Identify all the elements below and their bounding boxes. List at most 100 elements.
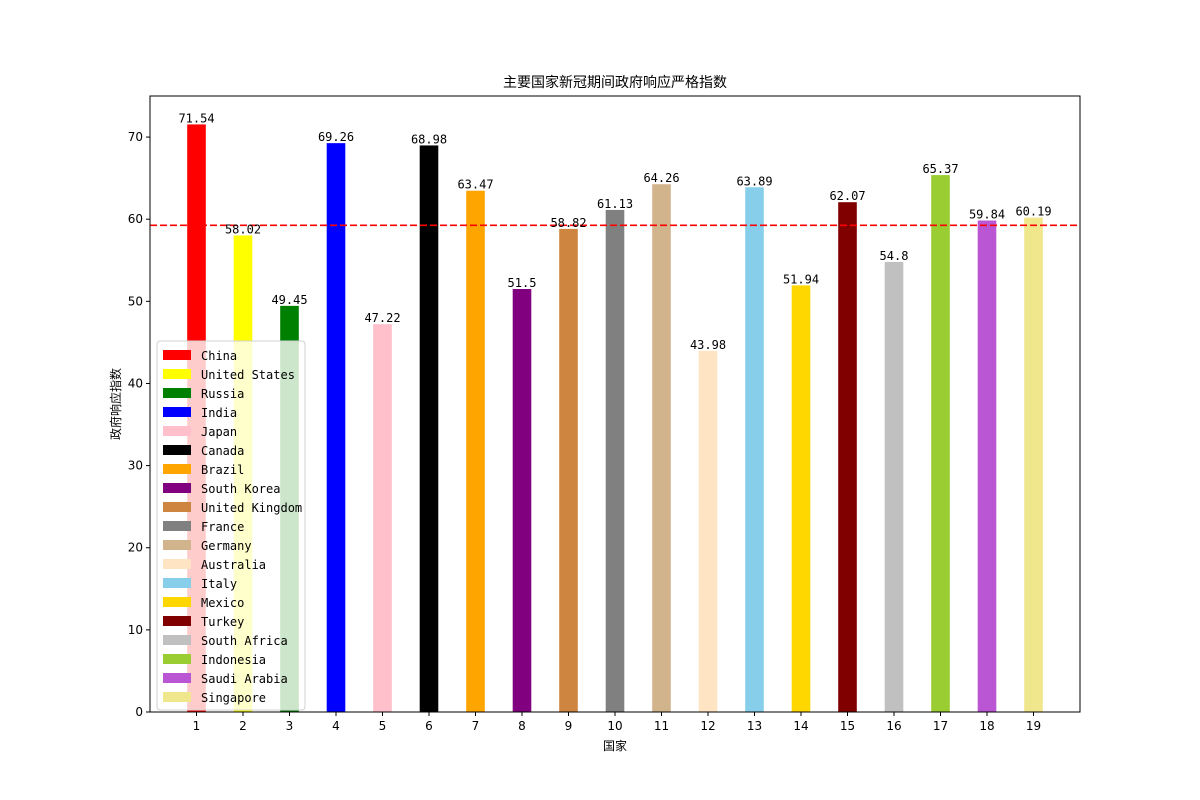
legend-swatch [163, 578, 191, 588]
legend-entry-label: China [201, 349, 237, 363]
legend-entry-label: United Kingdom [201, 501, 302, 515]
value-label-brazil: 63.47 [457, 178, 493, 192]
x-tick-label: 10 [607, 719, 622, 733]
legend-swatch [163, 502, 191, 512]
legend-entry-label: Japan [201, 425, 237, 439]
bar-japan [373, 324, 392, 712]
x-tick-label: 1 [193, 719, 201, 733]
value-label-france: 61.13 [597, 197, 633, 211]
legend-swatch [163, 521, 191, 531]
value-label-indonesia: 65.37 [922, 162, 958, 176]
value-label-south-africa: 54.8 [880, 249, 909, 263]
value-label-china: 71.54 [178, 111, 214, 125]
value-label-australia: 43.98 [690, 338, 726, 352]
legend-entry-label: Turkey [201, 615, 244, 629]
bar-brazil [466, 190, 485, 713]
y-tick-label: 40 [128, 376, 143, 390]
legend-entry-label: India [201, 406, 237, 420]
legend-swatch [163, 654, 191, 664]
y-axis-label: 政府响应指数 [108, 368, 123, 440]
value-label-singapore: 60.19 [1015, 205, 1051, 219]
legend-swatch [163, 426, 191, 436]
y-tick-label: 30 [128, 459, 143, 473]
x-tick-label: 4 [332, 719, 340, 733]
legend-swatch [163, 540, 191, 550]
legend-entry-label: Germany [201, 539, 252, 553]
value-label-turkey: 62.07 [829, 189, 865, 203]
x-tick-label: 12 [700, 719, 715, 733]
value-label-canada: 68.98 [411, 132, 447, 146]
legend-swatch [163, 635, 191, 645]
legend-entry-label: Canada [201, 444, 244, 458]
bar-australia [698, 350, 718, 712]
x-tick-label: 19 [1026, 719, 1041, 733]
x-tick-label: 7 [472, 719, 480, 733]
legend-entry-label: Indonesia [201, 653, 266, 667]
x-tick-label: 3 [286, 719, 294, 733]
y-tick-label: 20 [128, 541, 143, 555]
bar-turkey [838, 202, 857, 712]
x-tick-label: 18 [979, 719, 994, 733]
legend-entry-label: Saudi Arabia [201, 672, 288, 686]
bar-italy [745, 187, 764, 713]
bar-indonesia [931, 175, 950, 712]
bar-india [326, 143, 346, 712]
x-tick-label: 9 [565, 719, 573, 733]
x-tick-label: 14 [793, 719, 808, 733]
legend-entry-label: Italy [201, 577, 237, 591]
value-label-india: 69.26 [318, 130, 354, 144]
legend-swatch [163, 464, 191, 474]
x-tick-label: 2 [239, 719, 247, 733]
legend: China United States Russia India Japan Canada… [156, 340, 306, 711]
legend-swatch [163, 369, 191, 379]
y-tick-label: 10 [128, 623, 143, 637]
x-tick-label: 8 [518, 719, 526, 733]
y-tick-label: 70 [128, 130, 143, 144]
x-tick-label: 15 [840, 719, 855, 733]
chart-title: 主要国家新冠期间政府响应严格指数 [503, 74, 727, 91]
bar-france [605, 209, 625, 712]
value-label-mexico: 51.94 [783, 272, 819, 286]
legend-entry-label: Russia [201, 387, 244, 401]
legend-swatch [163, 597, 191, 607]
bar-saudi-arabia [977, 220, 997, 712]
legend-entry-label: South Africa [201, 634, 288, 648]
value-labels-layer: 71.54 58.02 49.45 69.26 47.22 68.98 63.47 51.5 5… [178, 111, 1051, 351]
y-tick-label: 0 [135, 705, 143, 719]
legend-entry-label: Australia [201, 558, 266, 572]
y-tick-label: 60 [128, 212, 143, 226]
value-label-saudi-arabia: 59.84 [969, 208, 1005, 222]
bar-germany [652, 184, 671, 713]
x-axis-label: 国家 [603, 738, 627, 753]
legend-swatch [163, 350, 191, 360]
legend-swatch [163, 483, 191, 493]
y-tick-label: 50 [128, 294, 143, 308]
legend-box [156, 340, 306, 711]
bar-mexico [791, 285, 811, 712]
x-tick-label: 13 [747, 719, 762, 733]
x-tick-label: 6 [425, 719, 433, 733]
x-axis-ticks: 1 2 3 4 5 6 7 8 9 10 11 12 13 14 15 16 17 18 19 [193, 712, 1041, 733]
x-tick-label: 17 [933, 719, 948, 733]
bar-south-africa [884, 261, 904, 712]
legend-swatch [163, 673, 191, 683]
y-axis-ticks: 0 10 20 30 40 50 60 70 [128, 130, 150, 719]
value-label-south-korea: 51.5 [508, 276, 537, 290]
bar-canada [419, 145, 439, 712]
value-label-russia: 49.45 [271, 293, 307, 307]
legend-swatch [163, 692, 191, 702]
x-tick-label: 16 [886, 719, 901, 733]
value-label-united-kingdom: 58.82 [550, 216, 586, 230]
x-tick-label: 5 [379, 719, 387, 733]
value-label-germany: 64.26 [643, 171, 679, 185]
value-label-japan: 47.22 [364, 311, 400, 325]
legend-entry-label: France [201, 520, 244, 534]
legend-entry-label: Mexico [201, 596, 244, 610]
legend-entry-label: Singapore [201, 691, 266, 705]
legend-entry-label: South Korea [201, 482, 280, 496]
legend-swatch [163, 616, 191, 626]
bar-singapore [1024, 217, 1043, 712]
legend-entry-label: United States [201, 368, 295, 382]
